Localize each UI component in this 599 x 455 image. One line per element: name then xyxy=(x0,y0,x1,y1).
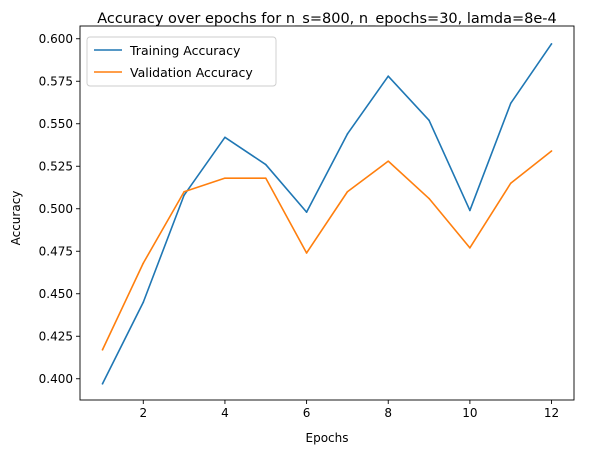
y-tick-label: 0.450 xyxy=(39,287,73,301)
data-point-training-accuracy xyxy=(224,136,226,139)
data-point-validation-accuracy xyxy=(346,190,349,193)
series-line-validation-accuracy xyxy=(101,150,553,351)
data-point-validation-accuracy xyxy=(550,150,553,152)
chart-legend: Training Accuracy Validation Accuracy xyxy=(86,36,277,87)
y-tick-label: 0.500 xyxy=(39,202,73,216)
x-tick-label: 8 xyxy=(384,406,392,420)
x-tick-label: 2 xyxy=(139,406,147,420)
data-point-validation-accuracy xyxy=(387,160,390,162)
data-point-training-accuracy xyxy=(550,43,553,45)
chart-title: Accuracy over epochs for n_s=800, n_epoc… xyxy=(97,11,557,27)
data-point-training-accuracy xyxy=(469,209,471,212)
data-point-training-accuracy xyxy=(101,383,104,385)
data-point-training-accuracy xyxy=(305,211,308,213)
y-tick-label: 0.550 xyxy=(39,117,73,131)
y-tick-label: 0.600 xyxy=(39,32,73,46)
y-tick-label: 0.575 xyxy=(39,74,73,88)
x-axis-label: Epochs xyxy=(306,431,349,445)
x-tick-label: 10 xyxy=(462,406,477,420)
y-tick-label: 0.400 xyxy=(39,372,73,386)
data-point-training-accuracy xyxy=(387,75,390,77)
y-tick-label: 0.475 xyxy=(39,244,73,258)
data-point-training-accuracy xyxy=(264,163,267,166)
data-point-validation-accuracy xyxy=(101,349,104,351)
data-point-validation-accuracy xyxy=(469,247,471,249)
data-point-validation-accuracy xyxy=(224,177,226,179)
data-point-validation-accuracy xyxy=(183,190,185,193)
data-point-training-accuracy xyxy=(428,119,430,122)
data-point-validation-accuracy xyxy=(142,262,145,264)
data-point-validation-accuracy xyxy=(264,177,267,179)
series-lines xyxy=(101,43,553,385)
legend-label-validation-accuracy: Validation Accuracy xyxy=(130,65,253,80)
y-tick-label: 0.425 xyxy=(39,329,73,343)
x-tick-label: 6 xyxy=(303,406,311,420)
legend-label-training-accuracy: Training Accuracy xyxy=(129,43,241,58)
x-tick-label: 4 xyxy=(221,406,229,420)
data-point-training-accuracy xyxy=(142,301,145,304)
data-point-validation-accuracy xyxy=(305,252,308,254)
data-point-training-accuracy xyxy=(183,194,185,196)
y-axis-label: Accuracy xyxy=(9,191,23,246)
plot-area: 2 4 6 8 10 12 0.4000.4250.4500.4750.5000.5250… xyxy=(39,25,575,420)
legend-box xyxy=(86,36,277,87)
x-tick-label: 12 xyxy=(544,406,559,420)
data-point-validation-accuracy xyxy=(428,197,430,200)
y-axis-ticks: 0.400 0.425 0.450 0.475 0.500 0.525 0.550 0.575… xyxy=(39,32,80,386)
data-point-validation-accuracy xyxy=(509,182,512,185)
x-axis-ticks: 2 4 6 8 10 12 xyxy=(139,400,559,420)
data-point-training-accuracy xyxy=(509,102,512,105)
data-point-training-accuracy xyxy=(346,133,349,135)
series-line-training-accuracy xyxy=(101,43,553,385)
y-tick-label: 0.525 xyxy=(39,159,73,173)
